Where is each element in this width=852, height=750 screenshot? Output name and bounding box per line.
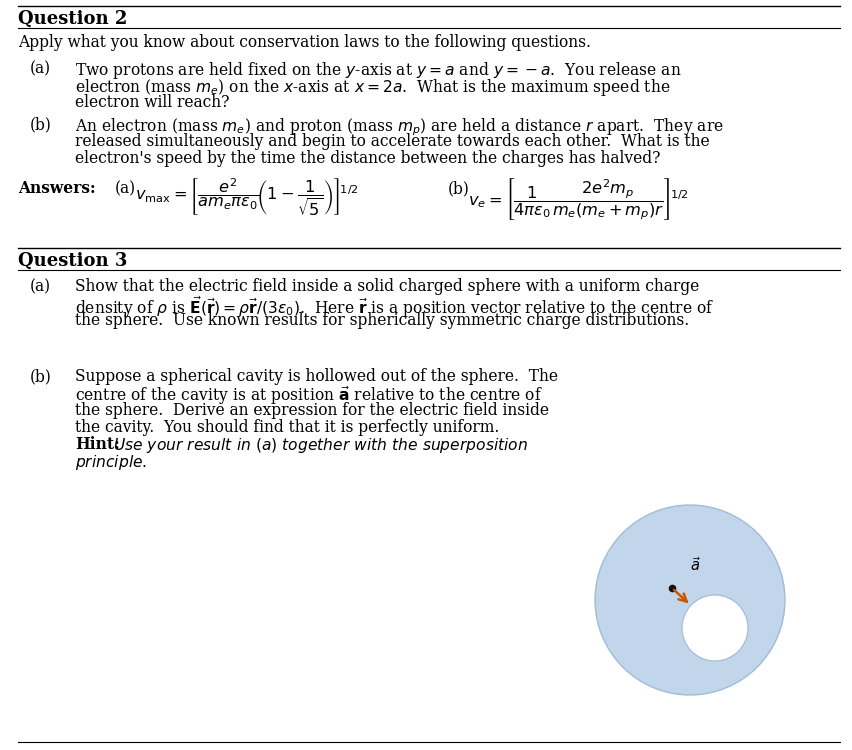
Text: Hint:: Hint:: [75, 436, 119, 453]
Text: Show that the electric field inside a solid charged sphere with a uniform charge: Show that the electric field inside a so…: [75, 278, 699, 295]
Text: Answers:: Answers:: [18, 180, 95, 197]
Text: $v_{\mathrm{max}} = \left[\dfrac{e^2}{am_e\pi\epsilon_0}\!\left(1 - \dfrac{1}{\s: $v_{\mathrm{max}} = \left[\dfrac{e^2}{am…: [135, 176, 358, 218]
Text: (a): (a): [30, 278, 51, 295]
Text: centre of the cavity is at position $\vec{\mathbf{a}}$ relative to the centre of: centre of the cavity is at position $\ve…: [75, 385, 542, 407]
Circle shape: [595, 505, 784, 695]
Text: electron will reach?: electron will reach?: [75, 94, 229, 111]
Text: $v_e = \left[\dfrac{1}{4\pi\epsilon_0}\dfrac{2e^2 m_p}{m_e(m_e + m_p)r}\right]^{: $v_e = \left[\dfrac{1}{4\pi\epsilon_0}\d…: [468, 176, 688, 222]
Text: (b): (b): [447, 180, 469, 197]
Text: Apply what you know about conservation laws to the following questions.: Apply what you know about conservation l…: [18, 34, 590, 51]
Text: (a): (a): [30, 60, 51, 77]
Text: $\vec{a}$: $\vec{a}$: [689, 556, 700, 574]
Text: (b): (b): [30, 368, 52, 385]
Text: Question 3: Question 3: [18, 252, 127, 270]
Text: the cavity.  You should find that it is perfectly uniform.: the cavity. You should find that it is p…: [75, 419, 498, 436]
Text: An electron (mass $m_e$) and proton (mass $m_p$) are held a distance $r$ apart. : An electron (mass $m_e$) and proton (mas…: [75, 116, 723, 137]
Text: $\mathit{principle.}$: $\mathit{principle.}$: [75, 453, 147, 472]
Text: density of $\rho$ is $\vec{\mathbf{E}}(\vec{\mathbf{r}}) = \rho\vec{\mathbf{r}}/: density of $\rho$ is $\vec{\mathbf{E}}(\…: [75, 295, 713, 320]
Text: electron's speed by the time the distance between the charges has halved?: electron's speed by the time the distanc…: [75, 150, 659, 167]
Text: the sphere.  Use known results for spherically symmetric charge distributions.: the sphere. Use known results for spheri…: [75, 312, 688, 329]
Text: Suppose a spherical cavity is hollowed out of the sphere.  The: Suppose a spherical cavity is hollowed o…: [75, 368, 557, 385]
Text: $\mathit{Use\ your\ result\ in\ (a)\ together\ with\ the\ superposition}$: $\mathit{Use\ your\ result\ in\ (a)\ tog…: [112, 436, 527, 455]
Text: (b): (b): [30, 116, 52, 133]
Text: Question 2: Question 2: [18, 10, 127, 28]
Circle shape: [682, 595, 747, 661]
Text: electron (mass $m_e$) on the $x$-axis at $x = 2a$.  What is the maximum speed th: electron (mass $m_e$) on the $x$-axis at…: [75, 77, 670, 98]
Text: Two protons are held fixed on the $y$-axis at $y = a$ and $y = -a$.  You release: Two protons are held fixed on the $y$-ax…: [75, 60, 681, 81]
Text: released simultaneously and begin to accelerate towards each other.  What is the: released simultaneously and begin to acc…: [75, 133, 709, 150]
Text: the sphere.  Derive an expression for the electric field inside: the sphere. Derive an expression for the…: [75, 402, 549, 419]
Text: (a): (a): [115, 180, 136, 197]
